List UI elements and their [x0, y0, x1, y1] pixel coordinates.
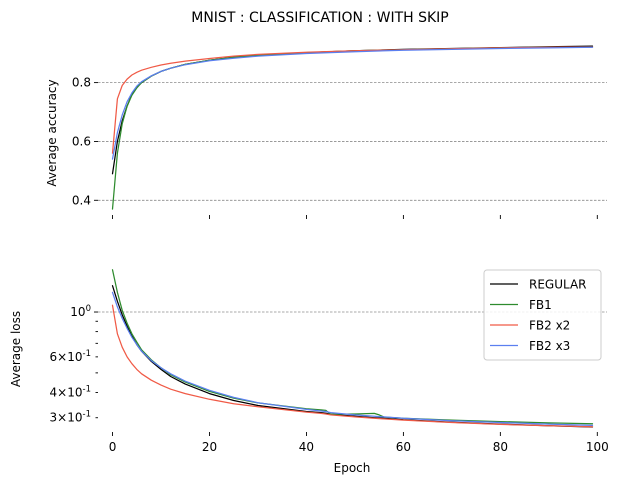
accuracy-y-ticks: 0.4 0.6 0.8: [72, 76, 98, 207]
x-tick-label: 60: [396, 440, 411, 454]
accuracy-y-axis-label: Average accuracy: [45, 79, 59, 186]
loss-y-tick-label: 100: [70, 304, 91, 319]
x-tick-label: 0: [109, 440, 117, 454]
legend-label-fb2-x3: FB2 x3: [529, 339, 570, 353]
loss-series-lines: [111, 269, 594, 428]
chart-title: MNIST : CLASSIFICATION : WITH SKIP: [191, 10, 449, 26]
loss-y-axis-label: Average loss: [9, 311, 23, 387]
accuracy-x-ticks: [112, 215, 598, 219]
loss-y-tick-label: 3×10-1: [50, 410, 91, 425]
accuracy-line-fb2-x3: [111, 46, 594, 160]
loss-plot: 100 3×10-1 4×10-1 6×10-1 0 20 40 60 80 100 Avera…: [9, 269, 609, 475]
loss-x-ticks: 0 20 40 60 80 100: [109, 432, 609, 454]
accuracy-series-lines: [111, 45, 594, 210]
x-axis-label: Epoch: [334, 461, 371, 475]
legend-label-fb2-x2: FB2 x2: [529, 319, 570, 333]
x-tick-label: 80: [493, 440, 508, 454]
legend-label-regular: REGULAR: [529, 278, 587, 292]
loss-line-fb2-x2: [111, 304, 594, 428]
legend-box: [483, 269, 602, 361]
legend-label-fb1: FB1: [529, 298, 552, 312]
accuracy-gridlines: [98, 82, 607, 201]
accuracy-plot: 0.4 0.6 0.8 Average accuracy: [45, 45, 607, 219]
loss-y-tick-label: 6×10-1: [50, 349, 91, 364]
accuracy-y-tick-label: 0.4: [72, 193, 91, 207]
x-tick-label: 20: [202, 440, 217, 454]
loss-y-tick-label: 4×10-1: [50, 384, 91, 399]
x-tick-label: 100: [586, 440, 609, 454]
loss-line-fb2-x3: [111, 291, 594, 427]
accuracy-y-tick-label: 0.8: [72, 76, 91, 90]
legend: REGULAR FB1 FB2 x2 FB2 x3: [483, 269, 602, 361]
accuracy-y-tick-label: 0.6: [72, 134, 91, 148]
loss-y-ticks: 100 3×10-1 4×10-1 6×10-1: [50, 304, 98, 425]
x-tick-label: 40: [299, 440, 314, 454]
